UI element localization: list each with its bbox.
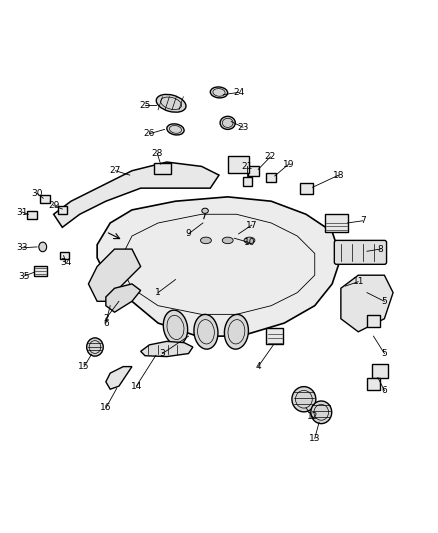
Ellipse shape: [202, 208, 208, 213]
Text: 31: 31: [17, 207, 28, 216]
Text: 5: 5: [381, 297, 387, 306]
Text: 28: 28: [152, 149, 163, 158]
Text: 29: 29: [48, 201, 59, 210]
Text: 13: 13: [309, 434, 321, 443]
Bar: [40, 195, 49, 203]
Text: 25: 25: [139, 101, 151, 110]
Ellipse shape: [194, 314, 218, 349]
Ellipse shape: [87, 338, 103, 356]
Bar: [27, 211, 37, 219]
Ellipse shape: [244, 237, 255, 244]
Bar: [367, 315, 381, 327]
Ellipse shape: [156, 94, 186, 112]
Text: 30: 30: [32, 189, 43, 198]
Text: 4: 4: [255, 362, 261, 371]
Text: 16: 16: [100, 403, 112, 413]
Text: 7: 7: [360, 216, 365, 225]
Text: 5: 5: [381, 349, 387, 358]
Bar: [243, 177, 252, 186]
Ellipse shape: [220, 116, 235, 130]
Text: 12: 12: [307, 412, 318, 421]
Text: 22: 22: [265, 152, 276, 161]
Text: 17: 17: [246, 221, 258, 230]
Polygon shape: [141, 341, 193, 357]
FancyBboxPatch shape: [334, 240, 387, 264]
Text: 6: 6: [381, 386, 387, 395]
Bar: [248, 166, 259, 175]
Ellipse shape: [201, 237, 212, 244]
Bar: [228, 156, 250, 173]
Bar: [60, 252, 69, 259]
Polygon shape: [341, 275, 393, 332]
Text: 10: 10: [244, 238, 255, 247]
Bar: [35, 266, 47, 276]
Text: 1: 1: [155, 288, 161, 297]
Polygon shape: [88, 249, 141, 301]
Bar: [300, 183, 313, 193]
Ellipse shape: [224, 314, 248, 349]
Bar: [266, 328, 283, 344]
Ellipse shape: [222, 237, 233, 244]
Text: 2: 2: [103, 314, 109, 323]
Bar: [325, 214, 349, 232]
Text: 9: 9: [186, 229, 191, 238]
Polygon shape: [97, 197, 341, 336]
Text: 21: 21: [242, 162, 253, 171]
Ellipse shape: [39, 242, 47, 252]
Polygon shape: [53, 162, 219, 228]
Bar: [266, 173, 276, 182]
Text: 8: 8: [377, 245, 383, 254]
Text: 19: 19: [283, 160, 294, 169]
Ellipse shape: [163, 310, 187, 345]
Polygon shape: [106, 367, 132, 389]
Text: 33: 33: [17, 243, 28, 252]
Ellipse shape: [292, 386, 316, 412]
Ellipse shape: [311, 401, 332, 424]
Ellipse shape: [167, 124, 184, 135]
Text: 3: 3: [159, 349, 165, 358]
Text: 23: 23: [237, 123, 249, 132]
Text: 35: 35: [18, 272, 30, 280]
Bar: [367, 378, 381, 390]
Text: 15: 15: [78, 362, 90, 371]
Text: 24: 24: [233, 88, 244, 97]
Text: 11: 11: [353, 277, 364, 286]
Bar: [57, 206, 67, 214]
Text: 26: 26: [144, 130, 155, 138]
Text: 27: 27: [110, 166, 121, 175]
Bar: [372, 364, 388, 378]
Text: 18: 18: [333, 171, 344, 180]
Ellipse shape: [210, 87, 228, 98]
Text: 34: 34: [60, 257, 71, 266]
Text: 14: 14: [131, 382, 142, 391]
Polygon shape: [106, 284, 141, 312]
Text: 6: 6: [103, 319, 109, 328]
Bar: [154, 163, 171, 174]
